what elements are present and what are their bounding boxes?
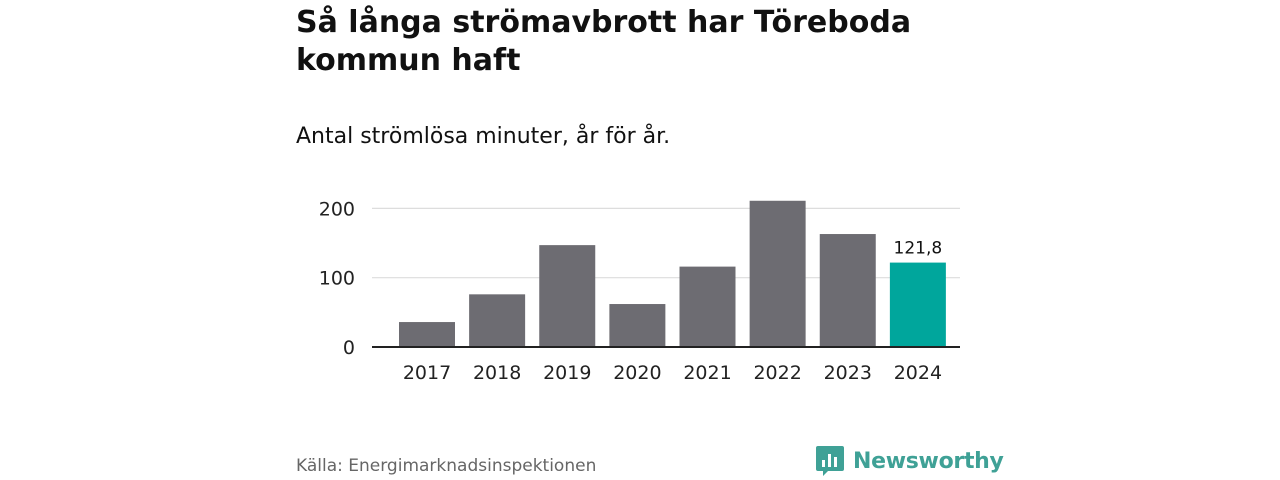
- x-tick-label: 2019: [543, 362, 591, 384]
- bar-2017: [399, 322, 455, 347]
- bar-2021: [679, 266, 736, 347]
- source-note: Källa: Energimarknadsinspektionen: [296, 456, 597, 476]
- bar-2023: [819, 234, 876, 347]
- x-tick-label: 2021: [683, 362, 731, 384]
- x-tick-label: 2024: [894, 362, 942, 384]
- bar-2020: [609, 304, 666, 347]
- x-tick-label: 2022: [753, 362, 801, 384]
- brand-name: Newsworthy: [853, 448, 1004, 474]
- y-tick-label: 100: [319, 268, 355, 290]
- bar-2024: [889, 262, 946, 347]
- bar-2022: [749, 200, 806, 347]
- x-tick-label: 2023: [824, 362, 872, 384]
- bar-2019: [539, 245, 596, 347]
- data-label: 121,8: [894, 239, 943, 259]
- chart-subtitle: Antal strömlösa minuter, år för år.: [296, 124, 671, 149]
- chart-title: Så långa strömavbrott har Töreboda kommu…: [296, 5, 912, 78]
- y-tick-label: 200: [319, 198, 355, 220]
- x-tick-label: 2018: [473, 362, 521, 384]
- x-tick-label: 2017: [403, 362, 451, 384]
- brand-logo[interactable]: Newsworthy: [815, 445, 1004, 477]
- newsworthy-logo-icon: [816, 446, 844, 476]
- bar-2018: [469, 294, 526, 347]
- x-tick-label: 2020: [613, 362, 661, 384]
- y-tick-label: 0: [343, 337, 355, 359]
- bar-chart: 0 100 200 2017 2018 2019 2020 2021 2022 2023 2024 1…: [319, 198, 960, 384]
